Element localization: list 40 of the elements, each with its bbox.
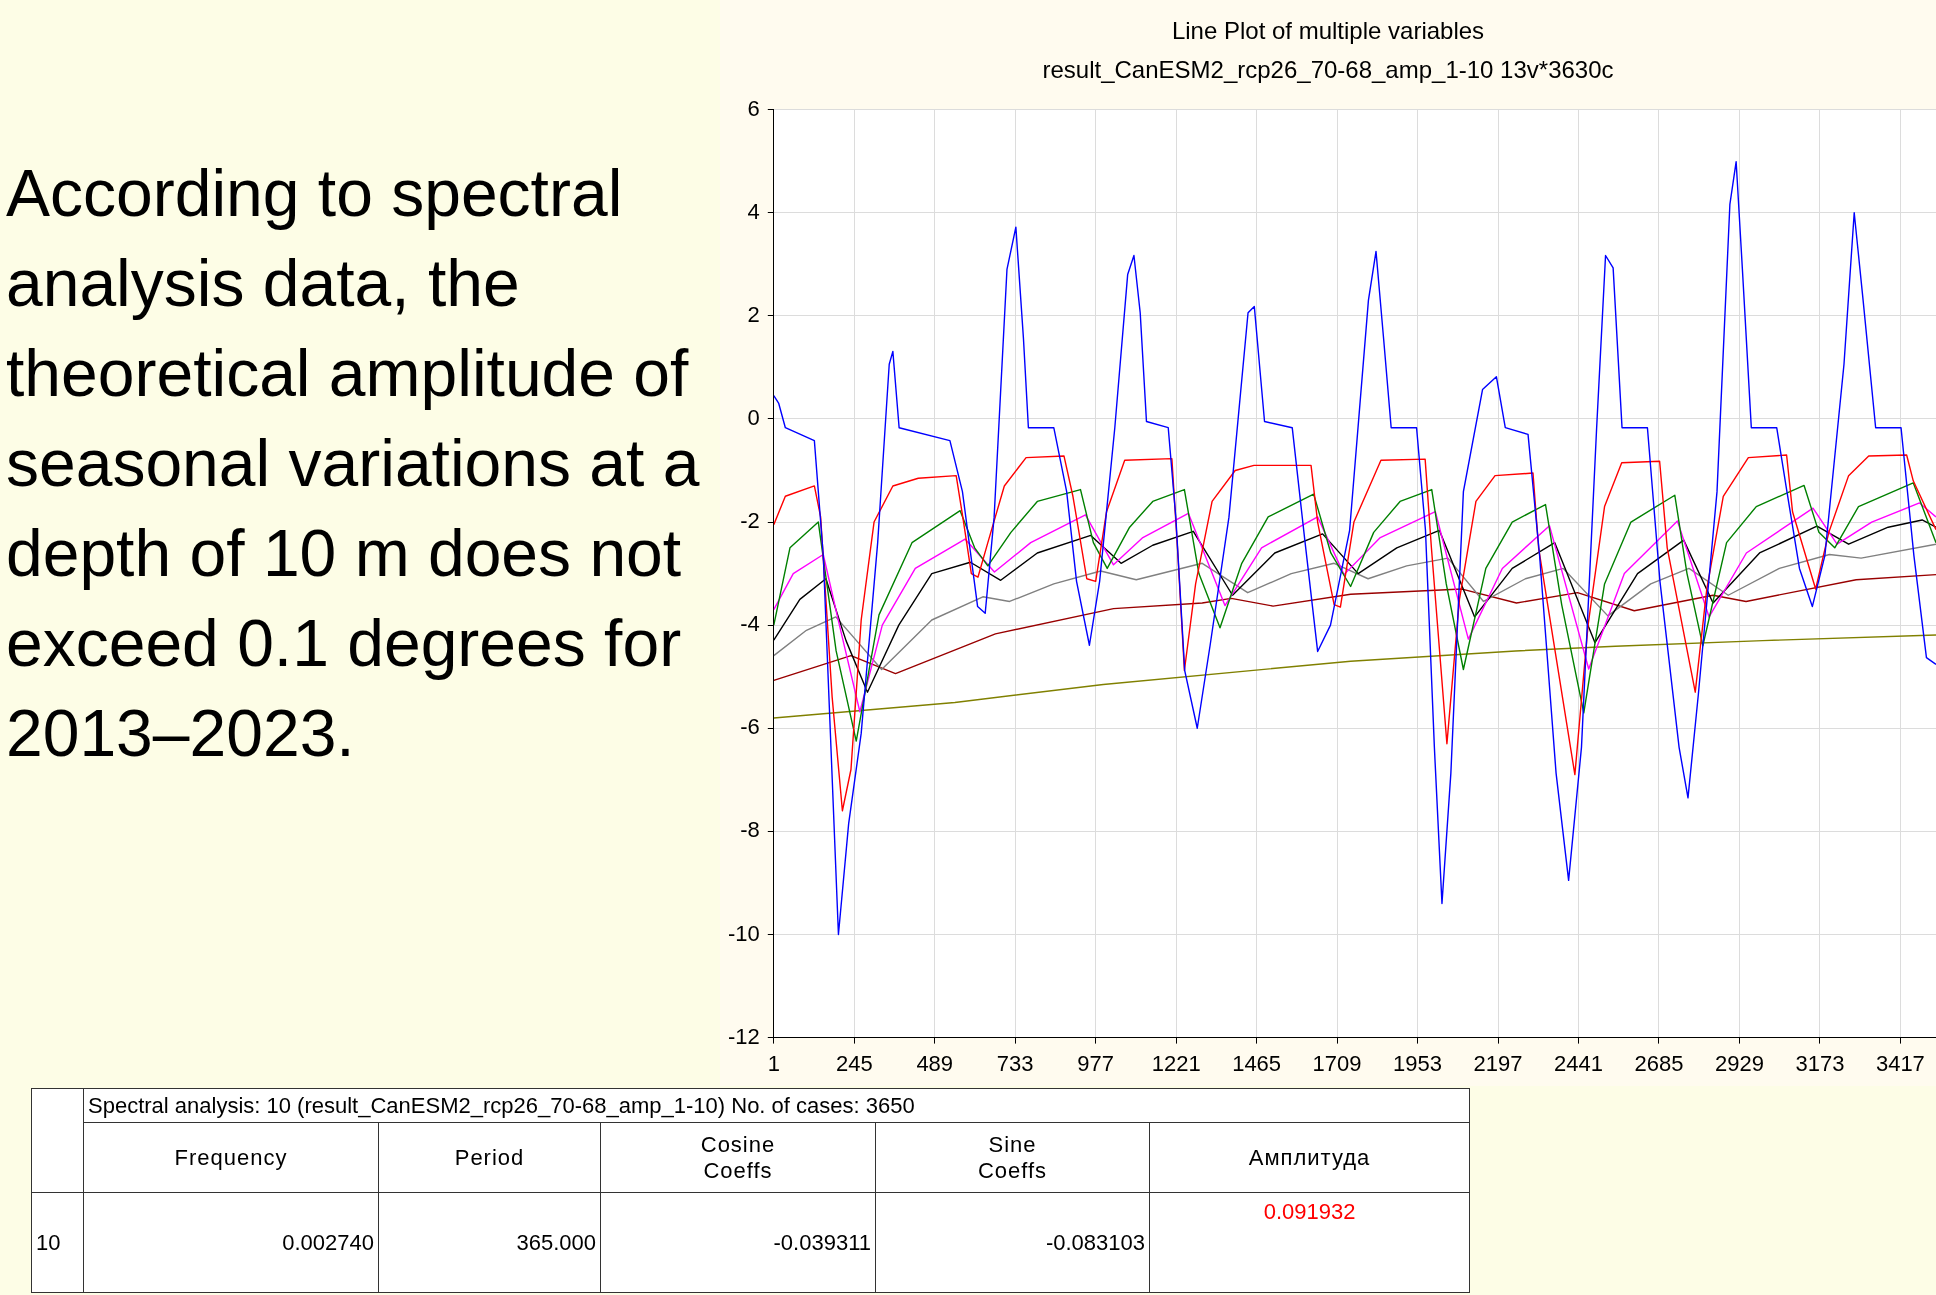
text: 0.002740 <box>83 1192 379 1293</box>
x-tick-label: 2441 <box>1554 1050 1603 1076</box>
text: -0.039311 <box>600 1192 876 1293</box>
text: Frequency <box>174 1144 288 1171</box>
x-tick-label: 1709 <box>1312 1050 1362 1076</box>
x-tick-label: 3173 <box>1795 1050 1845 1076</box>
text: 365.000 <box>378 1192 601 1293</box>
y-tick-label: -12 <box>728 1023 760 1049</box>
y-tick-label: 4 <box>747 198 760 224</box>
x-tick-label: 3417 <box>1875 1050 1925 1076</box>
text: -0.083103 <box>875 1192 1150 1293</box>
y-tick-label: 0 <box>747 405 760 430</box>
text: Period <box>454 1144 525 1171</box>
text: Spectral analysis: 10 (result_CanESM2_rcp26_70-68_amp_1-10) No. of cases: 3650 <box>83 1088 1470 1123</box>
y-tick-label: 2 <box>747 301 760 327</box>
x-tick-label: 1221 <box>1151 1050 1201 1076</box>
y-tick-label: -10 <box>728 920 760 946</box>
x-tick-label: 1953 <box>1393 1050 1443 1076</box>
text: Sine Coeffs <box>977 1131 1048 1184</box>
y-tick-label: -2 <box>740 508 760 534</box>
chart-title: Line Plot of multiple variables <box>1171 17 1485 45</box>
x-tick-label: 245 <box>835 1050 873 1076</box>
x-tick-label: 2685 <box>1634 1050 1684 1076</box>
x-tick-label: 733 <box>996 1050 1034 1076</box>
text: Cosine Coeffs <box>700 1131 776 1184</box>
x-tick-label: 489 <box>916 1050 954 1076</box>
y-tick-label: 6 <box>747 95 760 121</box>
y-tick-label: -4 <box>740 611 760 637</box>
text: Амплитуда <box>1248 1144 1371 1171</box>
chart-subtitle: result_CanESM2_rcp26_70-68_amp_1-10 13v*3630c <box>1042 55 1614 83</box>
x-tick-label: 2197 <box>1473 1050 1523 1076</box>
x-tick-label: 977 <box>1077 1050 1115 1076</box>
x-tick-label: 2929 <box>1714 1050 1764 1076</box>
text: According to spectral analysis data, the theoretical amplitude of seasonal variations at a depth of 10 m does not exceed 0.1 degrees for 2013–2023. <box>6 155 701 772</box>
x-tick-label: 1 <box>767 1050 780 1076</box>
y-tick-label: -6 <box>740 714 760 740</box>
x-tick-label: 1465 <box>1232 1050 1282 1076</box>
y-tick-label: -8 <box>740 817 760 843</box>
text: 0.091932 <box>1149 1192 1470 1293</box>
text: 10 <box>31 1192 84 1293</box>
